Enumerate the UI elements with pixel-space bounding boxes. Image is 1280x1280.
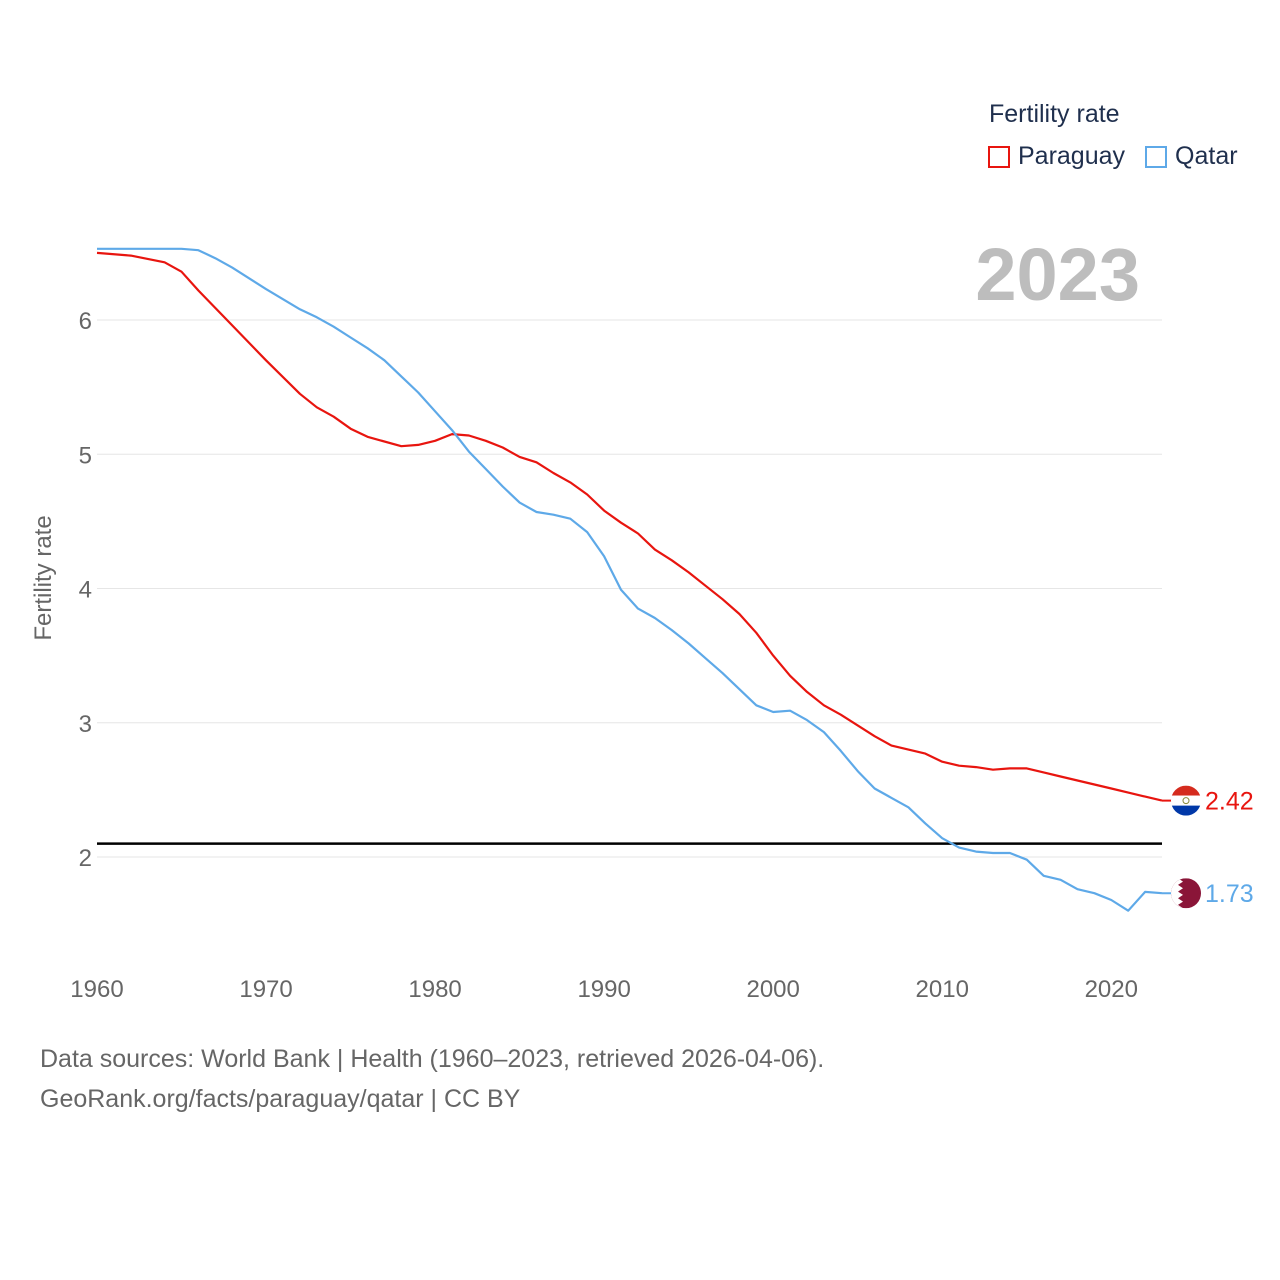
source-url: GeoRank.org/facts/paraguay/qatar | CC BY bbox=[40, 1085, 521, 1113]
series-lines bbox=[96, 247, 1163, 912]
legend-item-paraguay[interactable]: Paraguay bbox=[988, 142, 1125, 171]
legend-item-qatar[interactable]: Qatar bbox=[1145, 142, 1238, 171]
y-tick-label: 3 bbox=[79, 711, 92, 738]
y-tick-label: 2 bbox=[79, 845, 92, 872]
x-tick-label: 1990 bbox=[577, 976, 630, 1003]
end-value-label-qatar: 1.73 bbox=[1205, 880, 1254, 908]
paraguay-flag-icon bbox=[1171, 785, 1201, 816]
end-labels: 2.42 1.73 bbox=[1162, 785, 1254, 909]
y-tick-label: 6 bbox=[79, 308, 92, 335]
legend: Paraguay Qatar bbox=[988, 142, 1258, 171]
qatar-flag-icon bbox=[1171, 878, 1201, 909]
legend-title: Fertility rate bbox=[989, 100, 1120, 128]
y-tick-label: 5 bbox=[79, 442, 92, 469]
series-line-qatar bbox=[97, 247, 1163, 912]
source-note: Data sources: World Bank | Health (1960–… bbox=[40, 1045, 825, 1073]
x-tick-label: 1960 bbox=[70, 976, 123, 1003]
y-tick-label: 4 bbox=[79, 577, 92, 604]
grid-lines bbox=[97, 319, 1162, 858]
x-tick-label: 2020 bbox=[1085, 976, 1138, 1003]
y-axis-label: Fertility rate bbox=[30, 515, 57, 640]
x-tick-label: 1980 bbox=[408, 976, 461, 1003]
end-value-label-paraguay: 2.42 bbox=[1205, 788, 1254, 816]
x-tick-label: 1970 bbox=[239, 976, 292, 1003]
x-tick-label: 2000 bbox=[746, 976, 799, 1003]
legend-label-qatar: Qatar bbox=[1175, 142, 1238, 170]
series-line-paraguay bbox=[96, 251, 1163, 802]
legend-swatch-paraguay bbox=[988, 145, 1010, 168]
y-tick-labels: 2 3 4 5 6 bbox=[79, 308, 92, 872]
legend-label-paraguay: Paraguay bbox=[1018, 142, 1126, 170]
year-watermark: 2023 bbox=[975, 233, 1140, 316]
legend-swatch-qatar bbox=[1145, 145, 1168, 168]
x-tick-label: 2010 bbox=[916, 976, 969, 1003]
x-tick-labels: 1960 1970 1980 1990 2000 2010 2020 bbox=[70, 976, 1138, 1003]
